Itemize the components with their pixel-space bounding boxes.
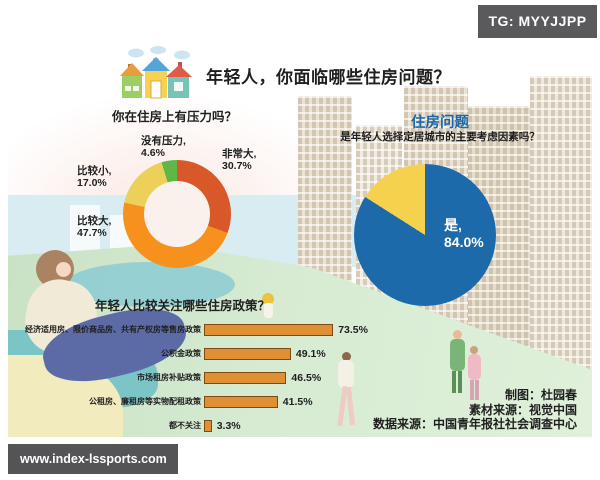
apartment-building <box>530 76 592 386</box>
credit-author: 制图：杜园春 <box>504 388 577 402</box>
pressure-donut-hole <box>144 181 210 247</box>
credit-data-source: 数据来源：中国青年报社社会调查中心 <box>372 417 577 431</box>
policy-bar-row: 公租房、廉租房等实物配租政策 41.5% <box>0 396 600 408</box>
pressure-donut-ring <box>123 160 231 268</box>
pedestrian-figure <box>337 352 356 430</box>
city-pie-circle: 是, 84.0% <box>354 164 496 306</box>
telegram-badge: TG: MYYJJPP <box>478 5 597 38</box>
watermark-text: www.index-lssports.com <box>20 452 167 466</box>
policy-bar-value: 73.5% <box>338 324 368 336</box>
policy-bar-value: 46.5% <box>291 372 322 384</box>
frame-right <box>592 0 600 480</box>
hat-person-figure <box>262 293 276 321</box>
city-chart-subtitle: 是年轻人选择定居城市的主要考虑因素吗？ <box>340 131 540 143</box>
policy-bar-value: 49.1% <box>295 348 326 360</box>
woman-figure <box>18 248 208 398</box>
frame-left <box>0 0 8 480</box>
donut-label-feichangda: 非常大, 30.7% <box>222 148 257 172</box>
policy-bar-row: 公积金政策 49.1% <box>0 348 600 360</box>
telegram-badge-text: TG: MYYJJPP <box>488 13 587 29</box>
pink-person-figure <box>468 346 482 404</box>
houses-icon <box>120 46 192 99</box>
policy-bar-row: 经济适用房、限价商品房、共有产权房等售房政策 73.5% <box>0 324 600 336</box>
policy-bar-row: 市场租房补贴政策 46.5% <box>0 372 600 384</box>
policy-bar-fill <box>204 396 278 408</box>
pressure-chart-title: 你在住房上有压力吗？ <box>112 110 238 124</box>
donut-label-bijiaoda: 比较大, 47.7% <box>77 215 112 239</box>
city-chart-title-highlight: 住房问题 <box>411 115 469 131</box>
policy-bar-fill <box>204 372 287 384</box>
policy-bar-label: 市场租房补贴政策 <box>137 373 201 382</box>
donut-label-meiyouyali: 没有压力, 4.6% <box>141 135 186 159</box>
policy-bar-fill <box>204 348 291 360</box>
policy-bar-fill <box>204 324 334 336</box>
watermark-bar: www.index-lssports.com <box>8 444 178 474</box>
policy-bar-label: 公积金政策 <box>161 349 201 358</box>
credits-block: 制图：杜园春 素材来源：视觉中国 数据来源：中国青年报社社会调查中心 <box>373 388 577 432</box>
green-person-figure <box>450 330 466 394</box>
policy-bar-fill <box>204 420 212 432</box>
policy-bar-value: 3.3% <box>216 420 241 432</box>
donut-label-bijiaoxiao: 比较小, 17.0% <box>77 165 112 189</box>
policy-bar-row: 都不关注 3.3% <box>0 420 600 432</box>
page-title: 年轻人，你面临哪些住房问题？ <box>206 68 451 87</box>
policy-bar-label: 经济适用房、限价商品房、共有产权房等售房政策 <box>25 325 201 334</box>
policy-chart-title: 年轻人比较关注哪些住房政策？ <box>95 299 271 313</box>
policy-bar-value: 41.5% <box>282 396 313 408</box>
policy-bar-label: 都不关注 <box>169 421 201 430</box>
policy-bar-label: 公租房、廉租房等实物配租政策 <box>89 397 201 406</box>
pie-inside-label: 是, 84.0% <box>444 217 484 250</box>
credit-material-source: 素材来源：视觉中国 <box>468 402 577 417</box>
